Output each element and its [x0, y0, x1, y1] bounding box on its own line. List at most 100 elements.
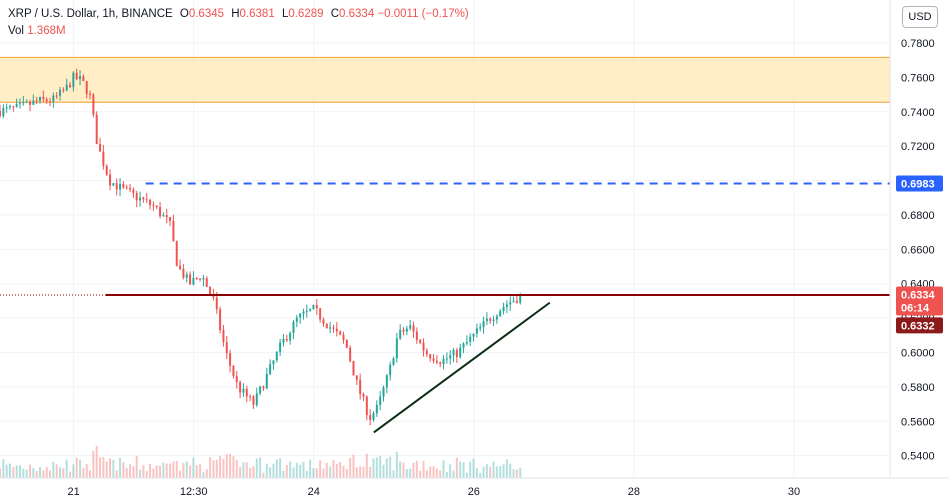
candle-body [45, 99, 48, 102]
volume-bar [122, 462, 125, 478]
candle-body [69, 84, 72, 88]
volume-bar [19, 465, 22, 478]
y-tick-label: 0.7600 [901, 72, 935, 84]
volume-bar [405, 469, 408, 478]
volume-bar [199, 464, 202, 478]
open-value: 0.6345 [188, 8, 225, 20]
volume-bar [299, 464, 302, 478]
y-tick-label: 0.7800 [901, 38, 935, 50]
candle-body [262, 386, 265, 389]
candle-body [505, 304, 508, 307]
y-tick-label: 0.5600 [901, 416, 935, 428]
candle-body [432, 358, 435, 361]
candle-body [309, 309, 312, 311]
volume-bar [215, 459, 218, 478]
candle-body [282, 339, 285, 343]
candle-body [392, 358, 395, 365]
candle-body [145, 199, 148, 201]
volume-bar [195, 465, 198, 478]
volume-bar [72, 464, 75, 478]
volume-bar [339, 462, 342, 478]
volume-bar [172, 461, 175, 478]
volume-bar [45, 466, 48, 478]
volume-bar [165, 463, 168, 478]
drawn-lines[interactable] [0, 182, 890, 434]
candle-body [459, 347, 462, 358]
candle-body [375, 404, 378, 414]
candle-body [325, 323, 328, 329]
candle-body [75, 72, 78, 80]
vol-value: 1.368M [27, 25, 66, 37]
candle-body [102, 151, 105, 166]
volume-bar [75, 457, 78, 478]
candle-body [445, 358, 448, 360]
high-value: 0.6381 [239, 8, 275, 20]
volume-bar [2, 459, 5, 478]
volume-bar [255, 458, 258, 478]
volume-bar [42, 470, 45, 478]
volume-bar [285, 465, 288, 478]
candle-body [272, 360, 275, 365]
volume-bar [15, 465, 18, 478]
volume-bar [249, 467, 252, 478]
candle-body [42, 96, 45, 100]
candle-body [219, 309, 222, 330]
volume-bar [99, 457, 102, 478]
vol-key: Vol [8, 25, 24, 37]
volume-bar [242, 462, 245, 478]
change-value: −0.0011 (−0.17%) [377, 8, 469, 20]
candle-body [455, 349, 458, 358]
candle-body [515, 300, 518, 303]
candle-body [372, 413, 375, 420]
volume-bar [85, 464, 88, 478]
volume-bar [212, 460, 215, 478]
volume-bar [69, 471, 72, 478]
volume-bar [372, 458, 375, 478]
currency-button[interactable]: USD [902, 6, 938, 28]
candle-body [5, 107, 8, 109]
candle-body [425, 350, 428, 355]
trend-line[interactable] [373, 301, 551, 434]
resistance-zone[interactable] [0, 56, 890, 103]
volume-bar [115, 470, 118, 478]
candle-body [399, 329, 402, 339]
candle-body [269, 364, 272, 374]
candle-body [299, 313, 302, 318]
volume-bar [49, 470, 52, 478]
volume-bar [12, 467, 15, 478]
candle-body [89, 93, 92, 95]
x-tick-label: 26 [468, 486, 480, 498]
volume-bar [505, 459, 508, 478]
candle-body [279, 342, 282, 352]
legend-ohlc: XRP / U.S. Dollar, 1h, BINANCE O0.6345 H… [8, 6, 469, 40]
volume-bar [202, 472, 205, 478]
volume-bar [362, 466, 365, 478]
volume-bar [9, 463, 12, 478]
volume-bar [59, 467, 62, 478]
volume-bar [305, 470, 308, 478]
candle-body [92, 94, 95, 115]
candle-body [249, 396, 252, 398]
volume-bar [292, 467, 295, 478]
candle-body [155, 205, 158, 208]
candle-body [345, 339, 348, 348]
resistance-zone-box[interactable] [0, 57, 890, 103]
candle-body [209, 286, 212, 295]
candle-body [462, 343, 465, 348]
candle-body [465, 341, 468, 344]
volume-bar [185, 461, 188, 478]
candle-body [9, 106, 12, 108]
close-value: 0.6334 [339, 8, 375, 20]
candle-body [99, 144, 102, 152]
candle-body [502, 306, 505, 312]
volume-bar [439, 470, 442, 478]
y-tick-label: 0.6800 [901, 210, 935, 222]
volume-bar [495, 466, 498, 478]
volume-bar [472, 458, 475, 478]
low-value: 0.6289 [288, 8, 324, 20]
volume-bar [355, 467, 358, 478]
candle-body [452, 349, 455, 356]
volume-bar [375, 457, 378, 478]
candle-body [135, 193, 138, 201]
